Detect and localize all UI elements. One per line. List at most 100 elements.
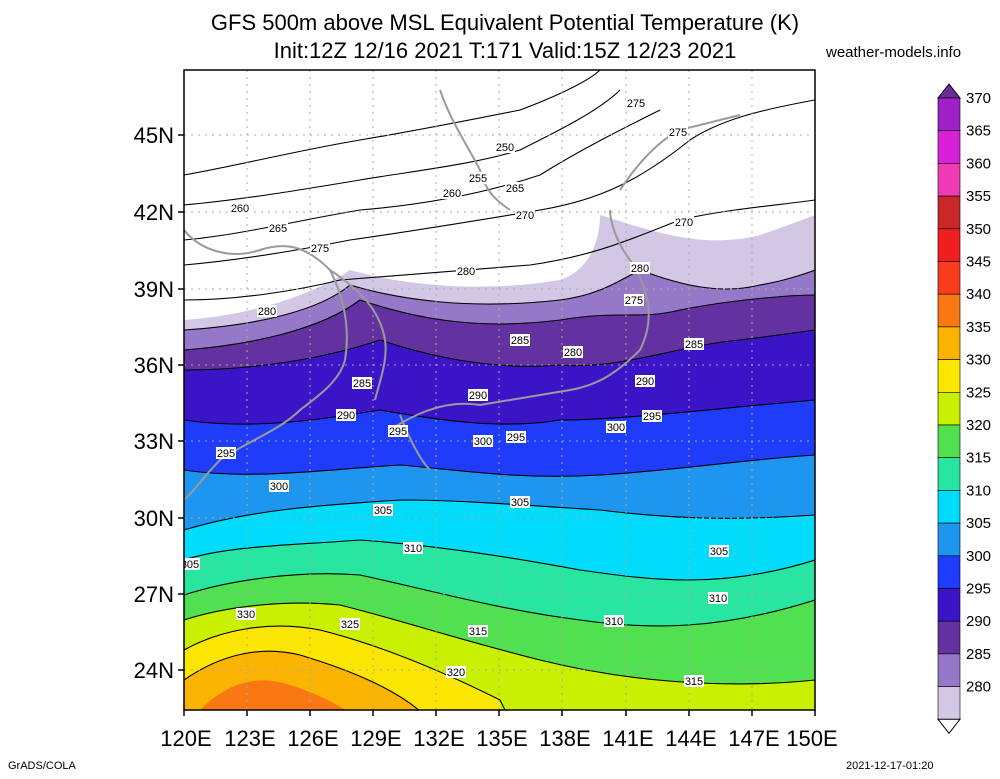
colorbar-swatch	[937, 457, 961, 491]
colorbar-label: 320	[966, 417, 991, 434]
lon-label-150e: 150E	[786, 726, 837, 751]
colorbar-top-arrow	[936, 83, 962, 99]
lon-label-141e: 141E	[602, 726, 653, 751]
contour-label: 305	[181, 559, 199, 571]
contour-label: 295	[389, 426, 407, 438]
contour-label: 285	[685, 339, 703, 351]
footer-timestamp: 2021-12-17-01:20	[846, 760, 934, 772]
contour-label: 305	[374, 505, 392, 517]
colorbar-swatch	[937, 555, 961, 589]
lat-label-45n: 45N	[134, 123, 174, 148]
colorbar-swatch	[937, 163, 961, 197]
colorbar-swatch	[937, 391, 961, 426]
contour-label: 320	[447, 667, 465, 679]
colorbar-label: 330	[966, 352, 991, 369]
contour-label: 275	[627, 98, 645, 110]
contour-label: 260	[231, 203, 249, 215]
contour-label: 300	[474, 436, 492, 448]
colorbar-bottom-arrow	[936, 718, 962, 735]
contour-label: 265	[506, 183, 524, 195]
lat-label-30n: 30N	[134, 506, 174, 531]
colorbar-swatch	[937, 522, 961, 557]
contour-label: 330	[237, 609, 255, 621]
lon-label-138e: 138E	[539, 726, 590, 751]
colorbar-label: 315	[966, 450, 991, 467]
colorbar-label: 335	[966, 319, 991, 336]
contour-label: 285	[511, 335, 529, 347]
contour-label: 280	[258, 306, 276, 318]
colorbar-label: 305	[966, 515, 991, 532]
colorbar-label: 370	[966, 90, 991, 107]
contour-label: 310	[404, 543, 422, 555]
colorbar-label: 280	[966, 679, 991, 696]
contour-label: 280	[457, 266, 475, 278]
colorbar-swatch	[937, 261, 961, 295]
map-title-line1: GFS 500m above MSL Equivalent Potential …	[210, 10, 800, 35]
colorbar-swatch	[937, 359, 961, 393]
contour-label: 285	[353, 378, 371, 390]
contour-label: 295	[507, 432, 525, 444]
colorbar-label: 360	[966, 155, 991, 172]
lat-label-33n: 33N	[134, 429, 174, 454]
lon-label-126e: 126E	[287, 726, 338, 751]
contour-label: 290	[636, 376, 654, 388]
colorbar-label: 325	[966, 384, 991, 401]
lon-label-144e: 144E	[665, 726, 716, 751]
colorbar-label: 310	[966, 482, 991, 499]
colorbar-swatch	[937, 228, 961, 262]
colorbar-label: 290	[966, 613, 991, 630]
band-340	[200, 680, 346, 710]
colorbar-label: 285	[966, 646, 991, 663]
lon-label-147e: 147E	[728, 726, 779, 751]
contour-label: 300	[607, 422, 625, 434]
contour-labels: 275 275 250 255 265 260 270 260 265 270 275 280 280 2…	[181, 97, 729, 688]
colorbar-label: 365	[966, 123, 991, 140]
contour-label: 290	[337, 410, 355, 422]
contour-label: 270	[516, 210, 534, 222]
colorbar-label: 295	[966, 581, 991, 598]
contour-label: 260	[443, 188, 461, 200]
contour-label: 280	[564, 347, 582, 359]
footer-software: GrADS/COLA	[8, 760, 76, 772]
lon-label-120e: 120E	[160, 726, 211, 751]
colorbar-swatch	[937, 620, 961, 655]
colorbar-swatch	[937, 97, 961, 132]
colorbar-swatch	[937, 326, 961, 360]
colorbar-label: 300	[966, 548, 991, 565]
lat-label-27n: 27N	[134, 582, 174, 607]
contour-label: 250	[496, 142, 514, 154]
lat-label-39n: 39N	[134, 277, 174, 302]
map-title-line2: Init:12Z 12/16 2021 T:171 Valid:15Z 12/2…	[273, 38, 737, 63]
contour-label: 255	[469, 173, 487, 185]
colorbar-swatch	[937, 588, 961, 622]
colorbar-swatch	[937, 490, 961, 524]
colorbar-label: 340	[966, 286, 991, 303]
site-credit: weather-models.info	[826, 44, 962, 61]
lat-label-42n: 42N	[134, 200, 174, 225]
contour-label: 315	[685, 676, 703, 688]
contour-label: 315	[469, 626, 487, 638]
contour-label: 290	[469, 390, 487, 402]
colorbar-swatch	[937, 195, 961, 230]
contour-label: 300	[270, 481, 288, 493]
contour-label: 310	[605, 616, 623, 628]
contour-label: 280	[631, 263, 649, 275]
lat-label-24n: 24N	[134, 658, 174, 683]
contour-label: 295	[217, 448, 235, 460]
colorbar-label: 355	[966, 188, 991, 205]
contour-label: 325	[341, 619, 359, 631]
contour-label: 275	[311, 243, 329, 255]
colorbar-swatch	[937, 686, 961, 720]
contour-label: 295	[643, 411, 661, 423]
lon-label-132e: 132E	[413, 726, 464, 751]
contour-label: 275	[669, 127, 687, 139]
colorbar-swatch	[937, 653, 961, 687]
colorbar-swatch	[937, 130, 961, 164]
colorbar-label: 350	[966, 221, 991, 238]
contour-label: 305	[710, 546, 728, 558]
contour-label: 265	[269, 223, 287, 235]
contour-label: 275	[625, 295, 643, 307]
contour-label: 270	[675, 217, 693, 229]
contour-label: 305	[511, 497, 529, 509]
